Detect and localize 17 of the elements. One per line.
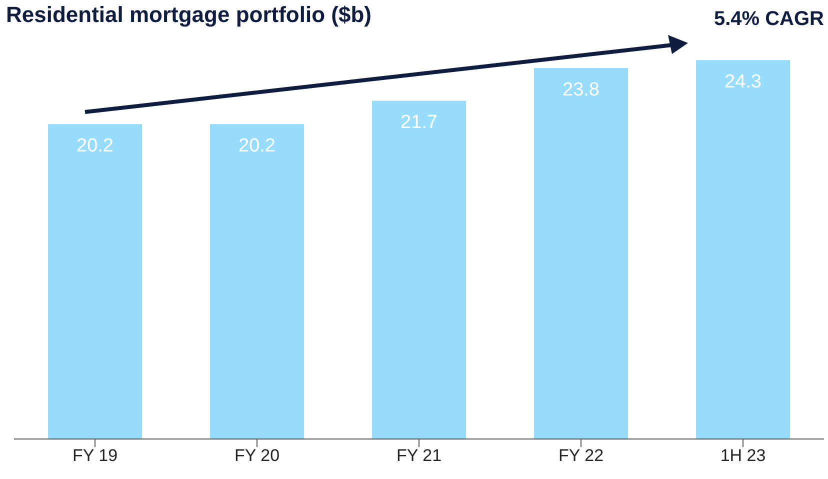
- data-label: 23.8: [562, 79, 600, 100]
- text: 5.4% CAGR: [714, 8, 824, 31]
- x-tick-label: 1H 23: [720, 446, 766, 466]
- bar: [534, 68, 628, 439]
- x-tick-label: FY 19: [72, 446, 118, 466]
- x-tick-label: FY 21: [396, 446, 442, 466]
- chart-title: Residential mortgage portfolio ($b): [6, 2, 372, 28]
- x-tick-label: FY 20: [234, 446, 280, 466]
- bar: [372, 100, 466, 439]
- data-label: 20.2: [238, 136, 276, 157]
- data-label: 24.3: [724, 72, 762, 93]
- bar: [696, 60, 790, 439]
- data-label: 20.2: [76, 136, 114, 157]
- x-tick-label: FY 22: [558, 446, 604, 466]
- bar: [48, 124, 142, 439]
- bar: [210, 124, 304, 439]
- data-label: 21.7: [400, 112, 438, 134]
